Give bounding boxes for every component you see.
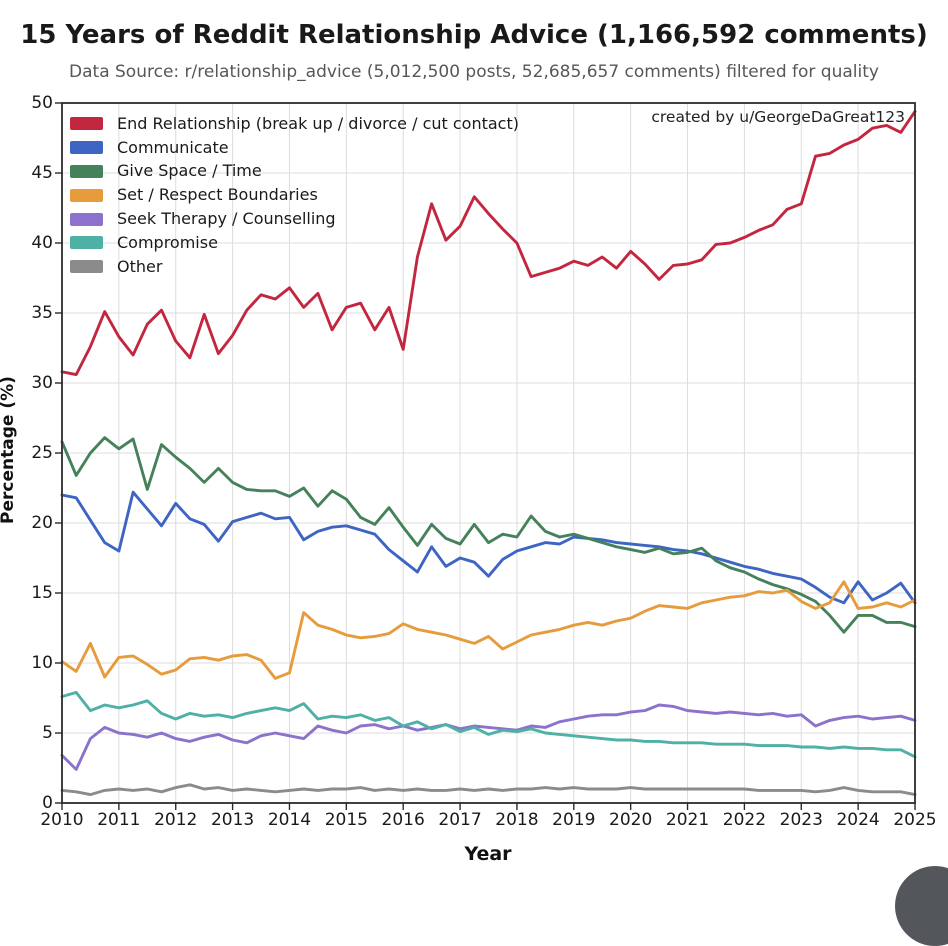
x-tick-label: 2017 (438, 810, 482, 830)
x-tick-label: 2024 (836, 810, 880, 830)
x-axis-title: Year (464, 843, 512, 865)
x-tick-label: 2016 (381, 810, 425, 830)
x-tick-label: 2013 (210, 810, 255, 830)
x-tick-label: 2023 (779, 810, 823, 830)
legend-swatch (70, 188, 103, 202)
legend-swatch (70, 236, 103, 250)
attribution-text: created by u/GeorgeDaGreat123 (651, 108, 905, 126)
legend-label: End Relationship (break up / divorce / c… (117, 113, 519, 133)
series-line (60, 580, 917, 680)
series-line (60, 436, 917, 634)
y-tick-label: 10 (31, 653, 53, 673)
series-line (60, 783, 917, 797)
y-tick-label: 40 (31, 233, 53, 253)
legend-item: Set / Respect Boundaries (70, 183, 519, 207)
x-tick-label: 2012 (154, 810, 198, 830)
series-line (60, 490, 917, 605)
legend-item: Give Space / Time (70, 160, 519, 184)
x-tick-label: 2020 (609, 810, 653, 830)
legend-swatch (70, 117, 103, 131)
y-tick-label: 25 (31, 443, 53, 463)
floating-action-button[interactable] (895, 866, 948, 946)
page-title: 15 Years of Reddit Relationship Advice (… (20, 20, 928, 50)
data-source-subtitle: Data Source: r/relationship_advice (5,01… (69, 62, 879, 82)
legend-item: Seek Therapy / Counselling (70, 207, 519, 231)
series-line (60, 703, 917, 771)
y-tick-label: 15 (31, 583, 53, 603)
legend-item: Other (70, 255, 519, 279)
x-tick-label: 2010 (40, 810, 84, 830)
legend-label: Give Space / Time (117, 161, 262, 181)
y-tick-label: 0 (42, 793, 53, 813)
legend-item: Compromise (70, 231, 519, 255)
y-tick-label: 30 (31, 373, 53, 393)
legend-swatch (70, 141, 103, 155)
legend-item: Communicate (70, 136, 519, 160)
y-tick-label: 5 (42, 723, 53, 743)
series-line (60, 109, 917, 377)
legend-label: Compromise (117, 232, 218, 252)
chart-legend: End Relationship (break up / divorce / c… (70, 112, 519, 279)
legend-swatch (70, 260, 103, 274)
legend-label: Seek Therapy / Counselling (117, 209, 336, 229)
x-tick-label: 2018 (495, 810, 539, 830)
chart-page: 15 Years of Reddit Relationship Advice (… (0, 20, 948, 946)
y-axis-title: Percentage (%) (0, 376, 18, 524)
x-tick-label: 2021 (665, 810, 710, 830)
legend-swatch (70, 212, 103, 226)
x-tick-label: 2014 (267, 810, 312, 830)
legend-label: Communicate (117, 137, 229, 157)
page-background: { "title": "15 Years of Reddit Relations… (0, 20, 948, 946)
legend-label: Other (117, 256, 163, 276)
y-tick-label: 50 (31, 93, 53, 113)
y-tick-label: 45 (31, 163, 53, 183)
line-chart-canvas (55, 102, 917, 810)
x-tick-label: 2015 (324, 810, 368, 830)
legend-label: Set / Respect Boundaries (117, 185, 318, 205)
x-tick-label: 2025 (893, 810, 937, 830)
x-tick-label: 2022 (722, 810, 767, 830)
x-tick-label: 2019 (552, 810, 596, 830)
legend-item: End Relationship (break up / divorce / c… (70, 112, 519, 136)
legend-swatch (70, 164, 103, 178)
x-tick-label: 2011 (97, 810, 141, 830)
series-line (60, 690, 917, 759)
y-tick-label: 35 (31, 303, 53, 323)
y-tick-label: 20 (31, 513, 53, 533)
